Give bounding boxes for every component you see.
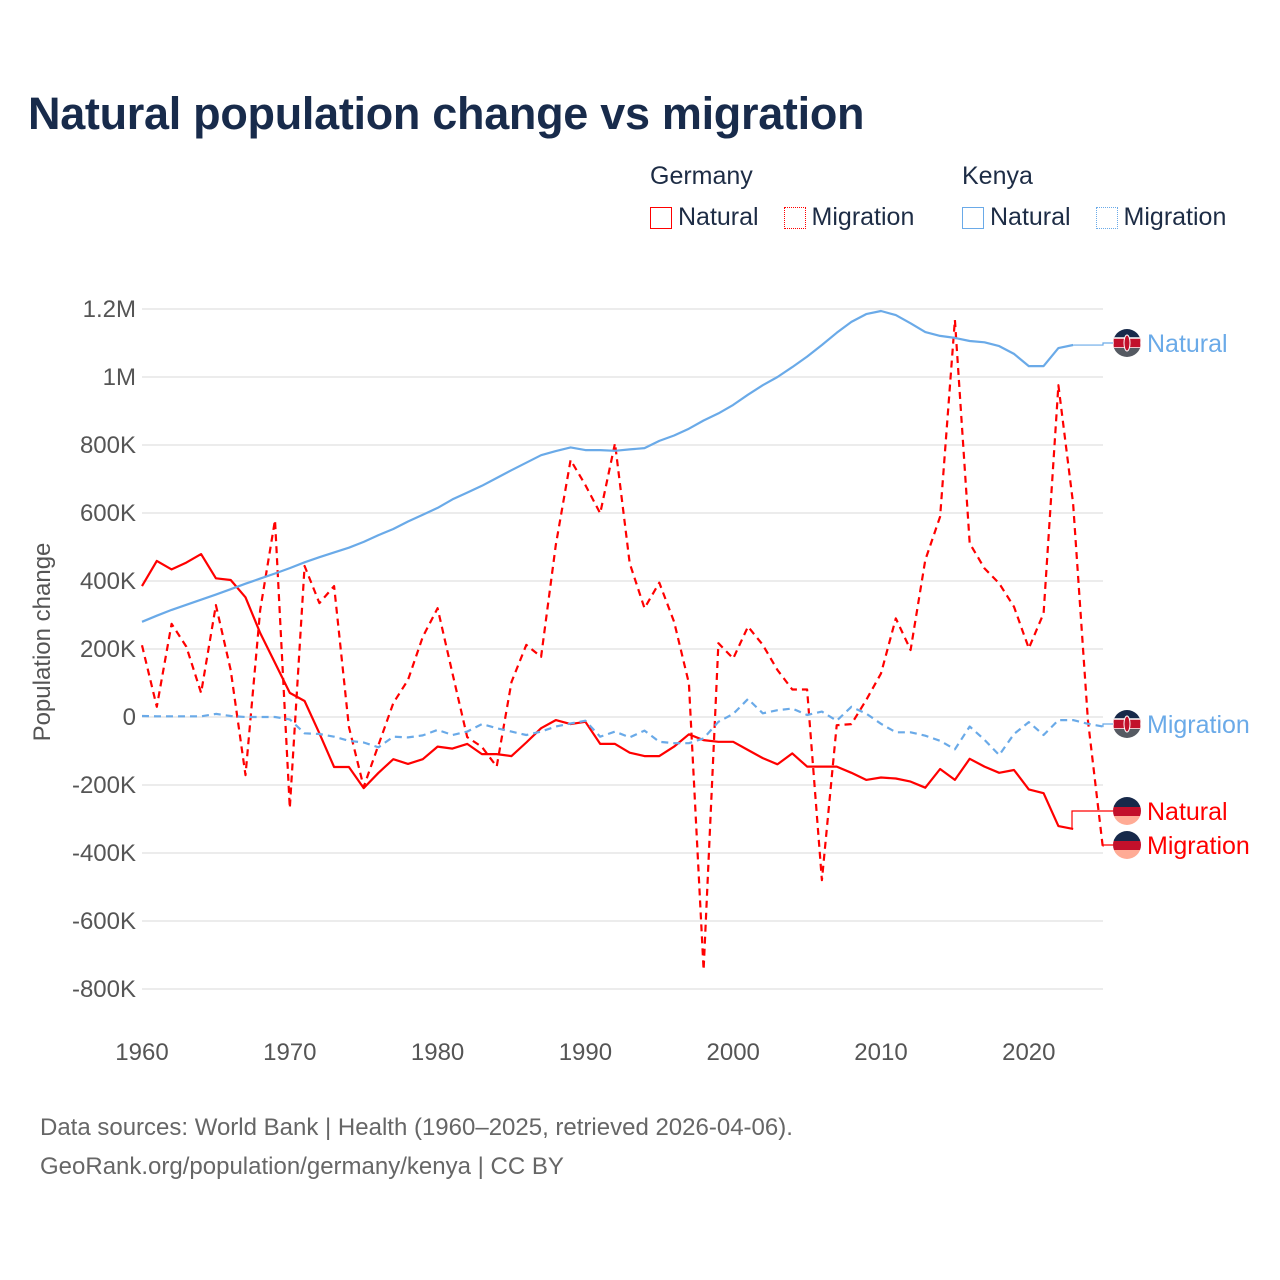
flag-stripe (1113, 807, 1141, 816)
end-label: Natural (1147, 798, 1228, 826)
germany-natural-line (141, 552, 1074, 830)
germany-migration-line (140, 318, 1104, 972)
legend-swatch-dotted (1095, 206, 1118, 229)
label-connector (1071, 810, 1113, 830)
germany-flag-icon (1113, 797, 1141, 825)
legend-group-germany: Germany Natural Migration (650, 162, 932, 236)
label-connector (1102, 723, 1113, 728)
kenya-natural-line (141, 309, 1074, 623)
y-tick-label: 1.2M (83, 296, 136, 323)
y-axis-ticks: 1.2M 1M 800K 600K 400K 200K 0 -200K -400K -600K -8… (72, 296, 136, 1003)
end-label: Natural (1147, 330, 1228, 358)
legend-group-title: Germany (650, 162, 753, 190)
series-lines (140, 309, 1104, 972)
y-tick-label: -800K (72, 976, 136, 1003)
flag-stripes (1113, 710, 1141, 738)
legend-swatch-dotted (783, 206, 806, 229)
x-tick-label: 1960 (115, 1039, 168, 1066)
y-tick-label: 1M (103, 364, 136, 391)
legend-swatch-solid (650, 206, 672, 229)
y-tick-label: 200K (80, 636, 136, 663)
chart-title: Natural population change vs migration (28, 88, 865, 139)
end-labels: Natural Migration Natural Migration (1071, 329, 1250, 860)
flag-stripe (1113, 348, 1141, 357)
legend-label: Migration (811, 203, 915, 231)
x-tick-label: 1980 (411, 1039, 464, 1066)
legend-item-germany-natural[interactable]: Natural (650, 203, 759, 232)
footer-sources: Data sources: World Bank | Health (1960–… (40, 1114, 793, 1141)
legend-label: Natural (990, 203, 1071, 231)
label-connector (1073, 342, 1113, 346)
y-tick-label: 600K (80, 500, 136, 527)
y-tick-label: -400K (72, 840, 136, 867)
x-tick-label: 2020 (1002, 1039, 1055, 1066)
x-tick-label: 1970 (263, 1039, 316, 1066)
x-tick-label: 2000 (707, 1039, 760, 1066)
legend-item-kenya-migration[interactable]: Migration (1095, 203, 1227, 232)
y-tick-label: 0 (123, 704, 136, 731)
germany-flag-icon (1113, 831, 1141, 859)
flag-stripe (1113, 329, 1141, 338)
footer: Data sources: World Bank | Health (1960–… (40, 1108, 793, 1186)
x-tick-label: 1990 (559, 1039, 612, 1066)
flag-shield (1123, 715, 1131, 733)
flag-stripe (1113, 841, 1141, 850)
flag-shield (1123, 334, 1131, 352)
legend-item-germany-migration[interactable]: Migration (783, 203, 915, 232)
legend-label: Migration (1123, 203, 1227, 231)
flag-stripe (1113, 816, 1141, 825)
gridlines (142, 308, 1103, 990)
y-tick-label: -600K (72, 908, 136, 935)
flag-stripes (1113, 797, 1141, 825)
legend-swatch-solid (962, 206, 984, 229)
footer-attribution: GeoRank.org/population/germany/kenya | C… (40, 1153, 564, 1180)
legend-group-kenya: Kenya Natural Migration (962, 162, 1226, 236)
y-tick-label: 400K (80, 568, 136, 595)
flag-stripes (1113, 329, 1141, 357)
flag-stripes (1113, 831, 1141, 859)
y-axis-label: Population change (29, 543, 56, 742)
kenya-migration-line (141, 697, 1103, 757)
flag-stripe (1113, 831, 1141, 841)
y-tick-label: -200K (72, 772, 136, 799)
x-tick-label: 2010 (854, 1039, 907, 1066)
legend-label: Natural (678, 203, 759, 231)
kenya-flag-icon (1113, 710, 1141, 738)
flag-stripe (1113, 850, 1141, 859)
label-connector (1102, 844, 1113, 847)
x-axis-ticks: 1960 1970 1980 1990 2000 2010 2020 (115, 1039, 1055, 1066)
flag-stripe (1113, 710, 1141, 719)
legend-group-title: Kenya (962, 162, 1033, 190)
flag-stripe (1113, 797, 1141, 807)
y-tick-label: 800K (80, 432, 136, 459)
flag-stripe (1113, 729, 1141, 738)
end-label: Migration (1147, 832, 1250, 860)
kenya-flag-icon (1113, 329, 1141, 357)
legend-item-kenya-natural[interactable]: Natural (962, 203, 1071, 232)
end-label: Migration (1147, 711, 1250, 739)
